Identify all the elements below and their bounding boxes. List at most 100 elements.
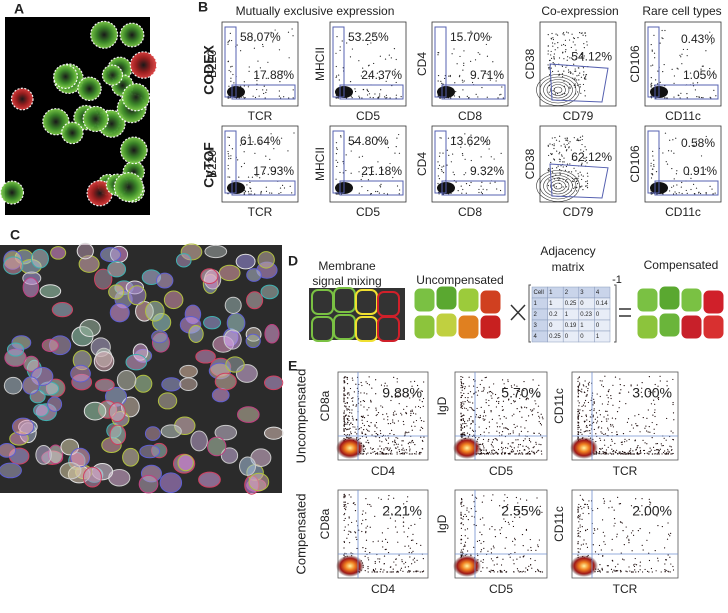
event	[344, 402, 346, 404]
event	[582, 150, 585, 152]
event	[693, 144, 695, 146]
event	[437, 80, 439, 82]
event	[346, 393, 348, 395]
event	[363, 400, 366, 403]
event	[389, 422, 392, 425]
event	[664, 97, 666, 99]
event	[408, 513, 410, 515]
event	[383, 448, 385, 450]
event	[556, 167, 558, 169]
event	[590, 399, 592, 402]
event	[490, 571, 492, 573]
plot-frame	[644, 125, 722, 203]
event	[478, 426, 480, 428]
event	[349, 81, 352, 83]
event	[549, 143, 551, 145]
cell-shape	[355, 316, 378, 342]
event	[628, 542, 630, 544]
event	[628, 450, 631, 452]
event	[386, 571, 389, 573]
event	[354, 531, 356, 533]
event	[350, 95, 352, 97]
event	[463, 426, 466, 428]
event	[460, 513, 462, 515]
event	[602, 498, 605, 500]
event	[601, 567, 603, 569]
event	[639, 451, 641, 453]
cell	[82, 105, 109, 133]
event	[538, 417, 541, 419]
event	[554, 137, 556, 139]
event	[267, 61, 269, 63]
event	[344, 501, 346, 503]
event	[364, 448, 366, 450]
event	[547, 34, 549, 36]
y-axis-label: MHCII	[313, 47, 327, 81]
event	[525, 528, 528, 531]
event	[466, 528, 469, 530]
event	[377, 540, 379, 542]
event	[494, 452, 496, 454]
event	[461, 505, 463, 508]
gate	[332, 130, 345, 194]
event	[587, 506, 589, 508]
gate	[441, 180, 506, 196]
event	[550, 50, 552, 53]
event	[396, 381, 398, 383]
event	[460, 554, 463, 556]
event	[632, 453, 634, 455]
event	[593, 421, 595, 423]
event	[470, 134, 472, 136]
event	[500, 452, 503, 454]
event	[672, 185, 675, 187]
event	[599, 437, 601, 439]
event	[392, 176, 394, 179]
event	[463, 545, 465, 548]
event	[388, 449, 390, 451]
event	[395, 146, 397, 148]
event	[360, 392, 362, 394]
event	[627, 453, 629, 455]
event	[568, 71, 570, 73]
event	[439, 152, 441, 154]
event	[343, 395, 345, 397]
event	[375, 421, 378, 424]
event	[635, 564, 638, 566]
matrix-entry: 0	[565, 334, 569, 340]
event	[395, 437, 397, 439]
event	[653, 165, 655, 168]
event	[646, 539, 648, 541]
event	[468, 385, 470, 387]
event	[500, 93, 502, 95]
event	[407, 536, 409, 538]
event	[410, 524, 412, 527]
event	[400, 452, 403, 455]
event	[394, 439, 396, 441]
event	[565, 139, 567, 141]
event	[512, 430, 514, 432]
event	[685, 189, 687, 192]
event	[607, 571, 609, 573]
event	[467, 420, 469, 422]
event	[549, 74, 551, 76]
event	[700, 96, 703, 99]
event	[579, 514, 581, 516]
event	[260, 190, 262, 193]
event	[387, 146, 389, 149]
event	[652, 446, 655, 448]
matrix-entry: Cell	[534, 290, 544, 296]
event	[672, 139, 674, 141]
event	[485, 43, 487, 46]
event	[253, 47, 255, 49]
event	[473, 546, 475, 549]
event	[585, 35, 587, 37]
event	[372, 170, 374, 173]
event	[576, 79, 578, 81]
event	[586, 172, 589, 174]
event	[498, 432, 501, 434]
event	[648, 426, 650, 428]
event	[649, 501, 651, 503]
event	[574, 70, 576, 73]
cell-shape	[355, 289, 378, 315]
event	[674, 191, 676, 193]
